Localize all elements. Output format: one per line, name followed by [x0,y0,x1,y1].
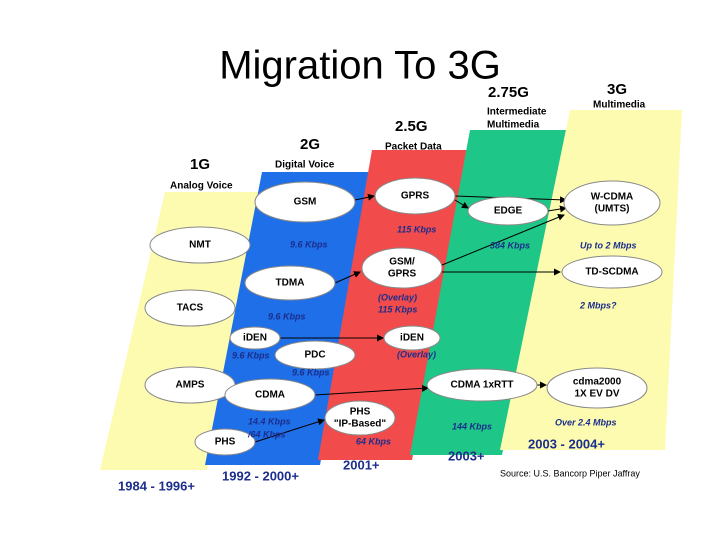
node-label: GPRS [401,191,430,202]
node [546,367,648,409]
node-label: (UMTS) [595,204,630,215]
speed-label: 115 Kbps [378,304,417,314]
speed-label: 115 Kbps [397,224,436,234]
speed-label: (Overlay) [397,349,436,359]
speed-label: 9.6 Kbps [232,350,270,360]
node-label: iDEN [243,333,267,344]
year-label: 1992 - 2000+ [222,468,299,483]
band-2-5g [318,150,470,460]
generation-desc: Packet Data [385,142,442,153]
arrows [254,193,567,443]
node-label: TD-SCDMA [585,267,638,278]
year-label: 1984 - 1996+ [118,478,195,493]
node-label: GPRS [388,269,417,280]
speed-label: 9.6 Kbps [290,239,328,249]
generation-label: 3G [607,81,627,98]
node [144,289,236,327]
node-label: 1X EV DV [574,389,619,400]
node [224,378,316,412]
node [324,400,396,436]
generation-label: 2.75G [488,84,529,101]
node-label: AMPS [176,380,205,391]
speed-label: 2 Mbps? [579,300,617,310]
node [274,340,356,370]
speed-label: 144 Kbps [452,421,492,431]
node-label: GSM/ [389,257,415,268]
node-label: iDEN [400,333,424,344]
speed-label: 384 Kbps [490,240,530,250]
node-label: NMT [189,240,211,251]
generation-desc: Multimedia [487,120,540,131]
node [374,177,456,215]
node [361,247,443,289]
year-label: 2001+ [343,457,380,472]
generation-desc: Analog Voice [170,181,233,192]
node-label: TDMA [276,278,305,289]
generation-desc: Digital Voice [275,160,335,171]
generation-desc: Multimedia [593,100,646,111]
node [149,226,251,264]
node [561,255,663,289]
speed-label: 64 Kbps [356,436,391,446]
generation-label: 1G [190,156,210,173]
node [563,180,661,226]
title: Migration To 3G [219,44,501,88]
node [254,181,356,223]
year-label: 2003 - 2004+ [528,436,605,451]
node-label: GSM [294,197,317,208]
node [467,196,549,226]
speed-label: Up to 2 Mbps [580,240,637,250]
speed-label: /64 Kbps [247,429,286,439]
node-label: PHS [350,407,371,418]
node [229,326,281,350]
speed-label: 9.6 Kbps [268,311,306,321]
source: Source: U.S. Bancorp Piper Jaffray [500,468,640,478]
generation-label: 2G [300,136,320,153]
speed-label: 14.4 Kbps [248,416,291,426]
node-label: CDMA 1xRTT [451,380,514,391]
node [244,265,336,301]
speed-label: 9.6 Kbps [292,367,330,377]
year-label: 2003+ [448,448,485,463]
node-label: PDC [304,350,325,361]
speed-label: (Overlay) [378,292,417,302]
node [194,428,256,456]
generation-desc: Intermediate [487,107,547,118]
node-label: "IP-Based" [334,419,387,430]
node-label: EDGE [494,206,523,217]
node-label: PHS [215,437,236,448]
generation-label: 2.5G [395,118,428,135]
node-label: W-CDMA [591,192,634,203]
node-label: cdma2000 [573,377,622,388]
node-label: CDMA [255,390,285,401]
node-label: TACS [177,303,204,314]
node [426,368,538,402]
node [383,325,441,351]
speed-label: Over 2.4 Mbps [555,417,617,427]
